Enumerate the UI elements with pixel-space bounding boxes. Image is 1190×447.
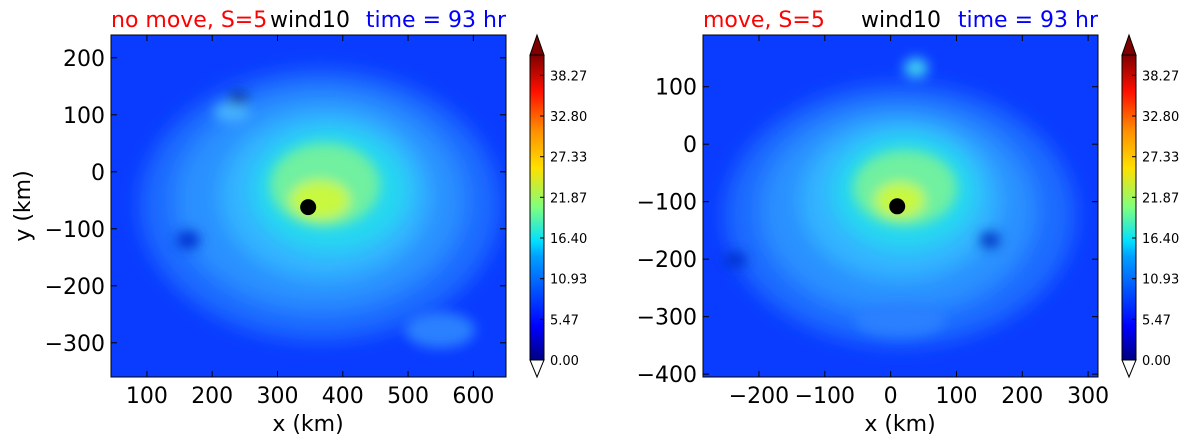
left-plot-frame (110, 34, 507, 378)
colorbar-tick-label: 16.40 (550, 232, 587, 247)
colorbar-tick-label: 21.87 (550, 191, 587, 206)
left-y-axis-label: y (km) (11, 170, 36, 241)
colorbar-tick-label: 27.33 (550, 151, 587, 166)
left-y-ticks: 200 100 0 −100 −200 −300 (45, 47, 506, 357)
x-tick-label: 400 (322, 384, 364, 409)
colorbar-tick-label: 38.27 (1142, 69, 1179, 84)
colorbar-tick-label: 10.93 (1142, 273, 1179, 288)
left-x-ticks: 100 200 300 400 500 600 (126, 35, 494, 409)
colorbar-tick-label: 27.33 (1142, 151, 1179, 166)
left-x-axis-label: x (km) (272, 412, 343, 437)
y-tick-label: −200 (45, 275, 105, 300)
colorbar-tick-label: 32.80 (550, 110, 587, 125)
right-storm-center-marker (889, 198, 906, 215)
left-colorbar-max-arrow (529, 33, 545, 56)
colorbar-tick-label: 38.27 (550, 69, 587, 84)
y-tick-label: 100 (63, 104, 105, 129)
y-tick-label: −100 (45, 218, 105, 243)
left-title-red: no move, S=5 (111, 8, 267, 33)
right-colorbar-ticks: 38.27 32.80 27.33 21.87 16.40 10.93 5.47 0.00 (1132, 69, 1179, 369)
left-colorbar-ticks: 38.27 32.80 27.33 21.87 16.40 10.93 5.47 0.00 (540, 69, 587, 369)
left-colorbar: 38.27 32.80 27.33 21.87 16.40 10.93 5.47 0.00 (529, 33, 587, 379)
colorbar-tick-label: 21.87 (1142, 191, 1179, 206)
right-colorbar-min-arrow (1121, 359, 1137, 379)
colorbar-tick-label: 0.00 (1142, 354, 1171, 369)
x-tick-label: 100 (126, 384, 168, 409)
y-tick-label: −100 (637, 191, 697, 216)
x-tick-label: 200 (191, 384, 233, 409)
right-colorbar-max-arrow (1121, 33, 1137, 56)
x-tick-label: 300 (1067, 384, 1109, 409)
y-tick-label: −300 (45, 332, 105, 357)
right-y-ticks: 100 0 −100 −200 −300 −400 (637, 76, 1098, 388)
left-title-mid: wind10 (270, 8, 350, 33)
x-tick-label: −100 (795, 384, 855, 409)
left-colorbar-bar (529, 54, 545, 361)
colorbar-tick-label: 5.47 (550, 313, 579, 328)
y-tick-label: −300 (637, 306, 697, 331)
y-tick-label: −200 (637, 248, 697, 273)
right-title-mid: wind10 (861, 8, 941, 33)
x-tick-label: −200 (729, 384, 789, 409)
right-colorbar-bar (1121, 54, 1137, 361)
colorbar-tick-label: 5.47 (1142, 313, 1171, 328)
right-colorbar: 38.27 32.80 27.33 21.87 16.40 10.93 5.47 0.00 (1121, 33, 1179, 379)
colorbar-tick-label: 32.80 (1142, 110, 1179, 125)
right-title-blue: time = 93 hr (958, 8, 1099, 33)
colorbar-tick-label: 0.00 (550, 354, 579, 369)
right-x-axis-label: x (km) (864, 412, 935, 437)
y-tick-label: −400 (637, 363, 697, 388)
left-title-blue: time = 93 hr (366, 8, 507, 33)
left-storm-center-marker (300, 199, 317, 216)
y-tick-label: 100 (655, 76, 697, 101)
right-x-ticks: −200 −100 0 100 200 300 (729, 35, 1109, 409)
x-tick-label: 100 (935, 384, 977, 409)
y-tick-label: 0 (683, 133, 697, 158)
colorbar-tick-label: 10.93 (550, 273, 587, 288)
right-panel: move, S=5 wind10 time = 93 hr −200 −100 0 1… (637, 8, 1180, 437)
right-title-red: move, S=5 (703, 8, 825, 33)
right-plot-area (703, 35, 1098, 377)
x-tick-label: 0 (884, 384, 898, 409)
left-panel: no move, S=5 wind10 time = 93 hr 100 200 3… (11, 8, 587, 437)
x-tick-label: 200 (1001, 384, 1043, 409)
y-tick-label: 200 (63, 47, 105, 72)
x-tick-label: 300 (256, 384, 298, 409)
left-colorbar-min-arrow (529, 359, 545, 379)
x-tick-label: 500 (387, 384, 429, 409)
right-plot-frame (702, 34, 1099, 378)
colorbar-tick-label: 16.40 (1142, 232, 1179, 247)
x-tick-label: 600 (452, 384, 494, 409)
y-tick-label: 0 (91, 161, 105, 186)
